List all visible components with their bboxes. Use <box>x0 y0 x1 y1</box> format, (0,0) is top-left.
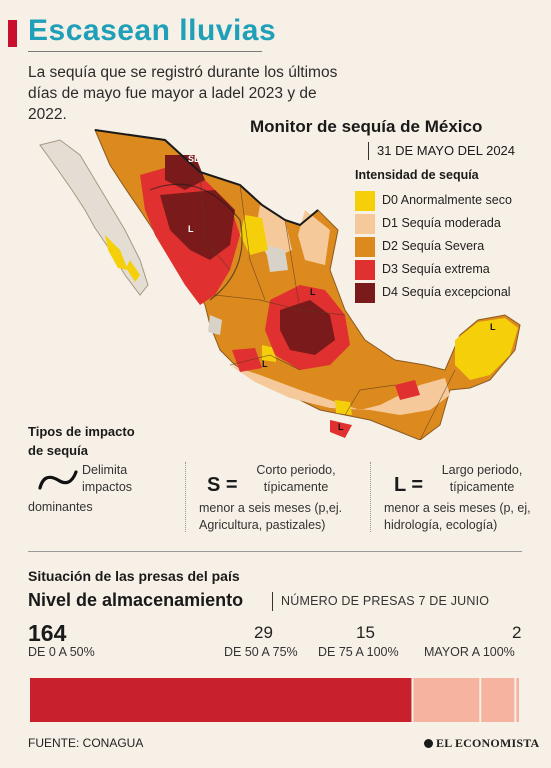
monitor-date: 31 DE MAYO DEL 2024 <box>368 142 515 160</box>
impact-title: Tipos de impacto de sequía <box>28 424 135 458</box>
legend-swatch <box>355 237 375 257</box>
brand-logo: EL ECONOMISTA <box>424 736 539 751</box>
impact-long-line2: menor a seis meses (p, ej, hidrología, e… <box>384 501 531 532</box>
legend-swatch <box>355 191 375 211</box>
bar-segment-1 <box>30 678 412 722</box>
bar-segment-2 <box>413 678 480 722</box>
legend-label: D2 Sequía Severa <box>382 239 485 253</box>
impact-long-letter: L = <box>394 474 424 496</box>
title-accent-bar <box>8 20 17 47</box>
legend-label: D1 Sequía moderada <box>382 216 501 230</box>
section-divider <box>28 551 522 552</box>
impact-long-line1: Largo periodo, típicamente <box>441 463 523 494</box>
bar-category-label: DE 0 A 50% <box>28 645 95 659</box>
storage-bar-chart <box>30 678 519 722</box>
impact-short-line1: Corto periodo, típicamente <box>256 463 336 494</box>
bar-segment-4 <box>516 678 519 722</box>
impact-divider <box>370 462 371 532</box>
impact-delimita-text: Delimita impactos <box>82 463 133 494</box>
bar-value-label: 29 <box>254 623 273 642</box>
legend-title: Intensidad de sequía <box>355 168 479 182</box>
bar-value-label: 2 <box>512 623 522 642</box>
page-subtitle: La sequía que se registró durante los úl… <box>28 64 338 123</box>
impact-divider <box>185 462 186 532</box>
impact-delimita-text-2: dominantes <box>28 500 93 514</box>
source-label: FUENTE: CONAGUA <box>28 736 144 750</box>
map-label: L <box>310 287 316 297</box>
brand-name: EL ECONOMISTA <box>436 736 540 750</box>
bar-value-label: 15 <box>356 623 375 642</box>
page-title: Escasean lluvias <box>28 14 277 47</box>
map-label: L <box>262 359 268 369</box>
map-label: L <box>338 422 344 432</box>
bar-segment-3 <box>481 678 515 722</box>
bar-value-label: 164 <box>28 620 67 646</box>
map-label: L <box>188 224 194 234</box>
legend-swatch <box>355 260 375 280</box>
legend-label: D3 Sequía extrema <box>382 262 490 276</box>
map-label: L <box>490 322 496 332</box>
impact-boundary-icon <box>38 470 78 490</box>
map-label: SL <box>188 154 200 164</box>
storage-title: Nivel de almacenamiento <box>28 590 244 610</box>
storage-subtitle: NÚMERO DE PRESAS 7 DE JUNIO <box>272 592 489 611</box>
bar-category-label: DE 75 A 100% <box>318 645 399 659</box>
brand-dot-icon <box>424 739 433 748</box>
legend-label: D4 Sequía excepcional <box>382 285 511 299</box>
monitor-title: Monitor de sequía de México <box>250 117 483 136</box>
legend-swatch <box>355 283 375 303</box>
presas-section-title: Situación de las presas del país <box>28 568 240 584</box>
legend-swatch <box>355 214 375 234</box>
impact-short-line2: menor a seis meses (p,ej. Agricultura, p… <box>199 501 343 532</box>
legend-label: D0 Anormalmente seco <box>382 193 512 207</box>
drought-map: SL L L L L L <box>39 129 521 440</box>
bar-category-label: DE 50 A 75% <box>224 645 298 659</box>
impact-short-letter: S = <box>207 474 238 496</box>
title-block: Escasean lluvias <box>0 14 551 54</box>
title-divider <box>28 51 262 52</box>
bar-category-label: MAYOR A 100% <box>424 645 515 659</box>
